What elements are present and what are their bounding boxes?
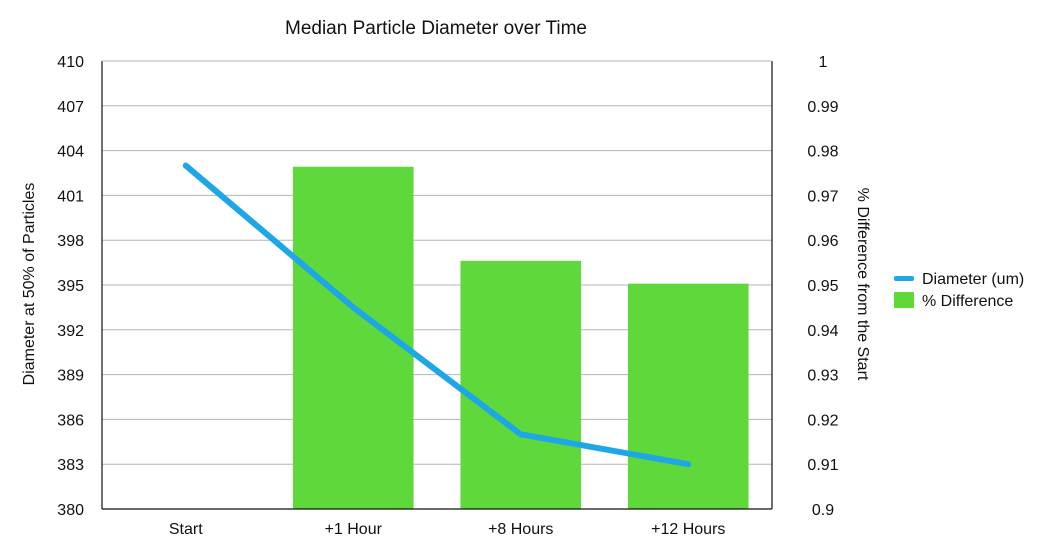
diameter-point-4 [687, 463, 689, 465]
diameter-point-3 [520, 433, 522, 435]
right-tick-label: 0.97 [807, 188, 838, 205]
left-tick-label: 389 [57, 368, 84, 385]
left-tick-label: 383 [57, 457, 84, 474]
grid-lines [102, 105, 772, 465]
legend-swatch-difference [894, 292, 914, 308]
x-tick-label: +1 Hour [325, 521, 383, 538]
left-tick-label: 404 [57, 144, 84, 161]
diameter-point-1 [185, 165, 187, 167]
legend-label-diameter: Diameter (um) [922, 271, 1024, 288]
left-tick-label: 380 [57, 502, 84, 519]
bar-difference-4 [627, 283, 749, 509]
right-tick-label: 0.99 [807, 99, 838, 116]
legend: Diameter (um) % Difference [894, 271, 1024, 310]
right-tick-label: 0.91 [807, 457, 838, 474]
right-tick-label: 0.96 [807, 233, 838, 250]
right-tick-label: 0.92 [807, 412, 838, 429]
right-tick-label: 0.94 [807, 323, 838, 340]
left-tick-label: 401 [57, 188, 84, 205]
plot-frame [101, 60, 773, 510]
left-tick-label: 395 [57, 278, 84, 295]
x-tick-label: +12 Hours [651, 521, 725, 538]
right-axis-ticks: 0.9 0.91 0.92 0.93 0.94 0.95 0.96 0.97 0.98 0.99 1 [807, 54, 838, 519]
x-tick-label: +8 Hours [488, 521, 553, 538]
left-tick-label: 398 [57, 233, 84, 250]
left-tick-label: 410 [57, 54, 84, 71]
right-tick-label: 1 [819, 54, 828, 71]
left-tick-label: 407 [57, 99, 84, 116]
bar-difference-3 [460, 260, 582, 509]
right-tick-label: 0.9 [812, 502, 834, 519]
x-tick-label: Start [169, 521, 203, 538]
left-axis-label: Diameter at 50% of Particles [21, 183, 38, 386]
legend-label-difference: % Difference [922, 293, 1013, 310]
legend-swatch-diameter [894, 276, 914, 281]
diameter-line-layer [182, 162, 692, 468]
left-tick-label: 392 [57, 323, 84, 340]
right-tick-label: 0.98 [807, 144, 838, 161]
right-tick-label: 0.93 [807, 368, 838, 385]
left-axis-ticks: 380 383 386 389 392 395 398 401 404 407 410 [57, 54, 84, 519]
diameter-line [182, 162, 692, 468]
bars [292, 166, 749, 509]
right-axis-label: % Difference from the Start [854, 188, 871, 381]
chart-title: Median Particle Diameter over Time [285, 18, 587, 39]
right-tick-label: 0.95 [807, 278, 838, 295]
diameter-point-2 [352, 306, 354, 308]
left-tick-label: 386 [57, 412, 84, 429]
x-axis-ticks: Start +1 Hour +8 Hours +12 Hours [169, 521, 726, 538]
